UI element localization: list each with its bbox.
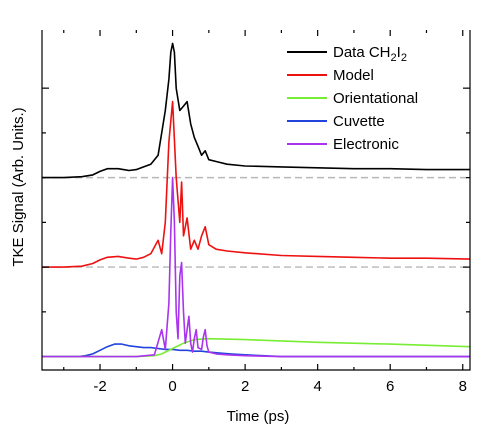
y-axis-ticks [42,87,470,313]
series-cuvette [42,343,470,358]
baselines [42,176,470,268]
legend-label-data: Data CH2I2 [333,44,407,64]
x-tick-label: 8 [459,378,467,395]
x-tick-label: 2 [241,378,249,395]
legend-label-model: Model [333,67,374,84]
y-axis-label: TKE Signal (Arb. Units.) [10,107,27,266]
x-tick-label: 4 [313,378,321,395]
legend-label-electronic: Electronic [333,136,399,153]
legend-label-cuvette: Cuvette [333,113,385,130]
plot-area: -2 0 2 4 6 8 [41,30,471,395]
series-data [42,42,470,179]
legend-label-orient: Orientational [333,90,418,107]
series-electronic [42,176,470,358]
x-tick-label: 6 [386,378,394,395]
x-tick-label: 0 [168,378,176,395]
series-layer [42,42,471,358]
legend: Data CH2I2 Model Orientational Cuvette Elect… [287,44,418,153]
series-model [42,100,471,268]
x-tick-label: -2 [93,378,106,395]
x-axis-ticks: -2 0 2 4 6 8 [63,30,467,395]
axes-frame [41,30,471,371]
x-axis-label: Time (ps) [227,408,290,425]
